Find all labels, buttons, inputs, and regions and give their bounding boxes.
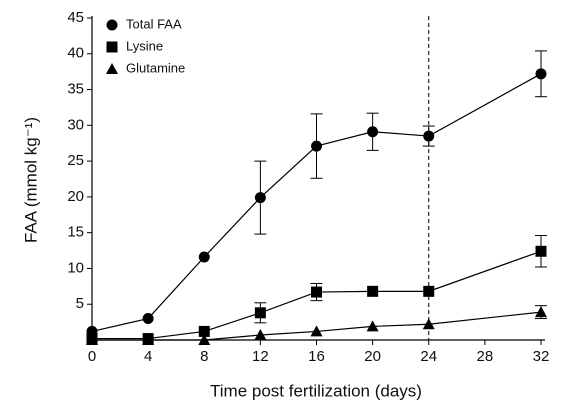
point [423, 130, 435, 142]
y-tick-label: 30 [67, 116, 84, 133]
y-tick-label: 45 [67, 9, 84, 26]
point [198, 325, 210, 337]
y-tick-label: 20 [67, 188, 84, 205]
legend-marker [106, 19, 118, 31]
point [254, 328, 267, 340]
point [535, 245, 547, 257]
y-tick-label: 10 [67, 259, 84, 276]
legend-marker [106, 63, 118, 74]
y-tick-label: 5 [76, 295, 84, 312]
point [367, 285, 379, 297]
x-tick-label: 0 [88, 348, 96, 365]
x-tick-label: 32 [533, 348, 550, 365]
y-axis-title: FAA (mmol kg⁻¹) [21, 117, 40, 243]
point [254, 192, 266, 204]
point [198, 251, 210, 263]
x-tick-label: 20 [364, 348, 381, 365]
point [311, 286, 322, 298]
series-line [91, 73, 542, 332]
x-tick-label: 16 [308, 348, 325, 365]
point [142, 334, 155, 345]
point [254, 307, 266, 319]
point [366, 320, 379, 332]
series-line [92, 311, 542, 341]
point [367, 126, 379, 138]
point [422, 318, 435, 330]
point [86, 334, 98, 345]
y-tick-label: 25 [67, 152, 84, 169]
x-tick-label: 4 [144, 348, 152, 365]
point [311, 140, 322, 152]
x-axis-title: Time post fertilization (days) [210, 381, 422, 400]
y-tick-label: 40 [67, 45, 84, 62]
legend-text: Glutamine [126, 60, 185, 75]
legend-marker [106, 41, 118, 53]
legend-text: Lysine [126, 38, 163, 53]
point [535, 68, 547, 80]
x-tick-label: 8 [200, 348, 208, 365]
point [310, 325, 323, 337]
point [142, 313, 154, 325]
point [198, 334, 211, 345]
point [535, 306, 547, 318]
x-tick-label: 24 [420, 348, 437, 365]
y-tick-label: 15 [67, 224, 84, 241]
series-line [92, 250, 542, 340]
y-tick-label: 35 [67, 81, 84, 98]
point [423, 285, 435, 297]
x-tick-label: 12 [252, 348, 269, 365]
x-tick-label: 28 [477, 348, 494, 365]
legend-text: Total FAA [126, 16, 182, 31]
